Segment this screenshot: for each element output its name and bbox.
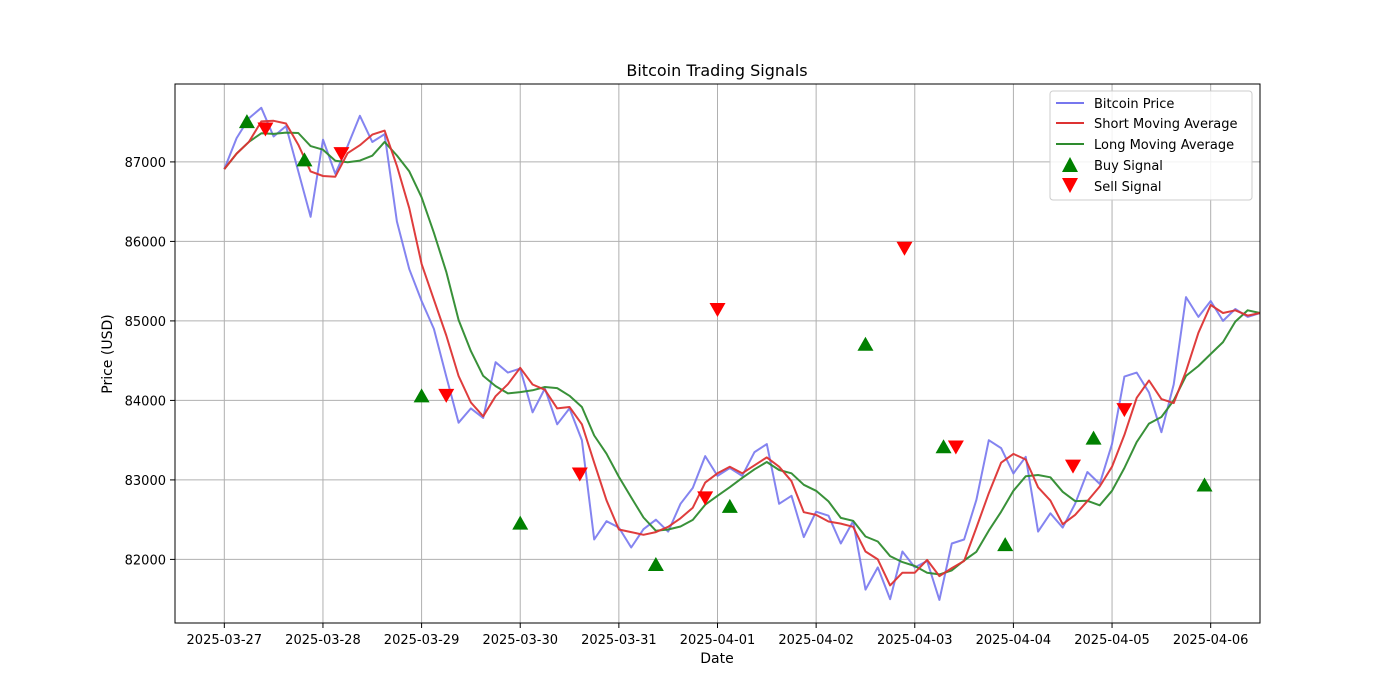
legend-buy-icon [1062, 157, 1078, 172]
y-tick-label: 86000 [125, 235, 166, 250]
y-axis-title: Price (USD) [100, 314, 116, 393]
sell-signal-marker [257, 122, 274, 137]
legend-label-sell: Sell Signal [1094, 180, 1162, 195]
y-tick-label: 87000 [125, 156, 166, 171]
sell-signal-marker [709, 302, 726, 317]
x-tick-label: 2025-04-02 [778, 633, 854, 648]
sell-signal-marker [896, 241, 913, 256]
sell-signal-marker [571, 467, 588, 482]
legend-sell-icon [1062, 178, 1078, 193]
sell-signal-marker [438, 388, 455, 403]
x-tick-label: 2025-03-29 [384, 633, 460, 648]
y-tick-label: 82000 [125, 553, 166, 568]
buy-signal-marker [721, 498, 738, 513]
buy-signal-marker [296, 152, 313, 167]
signal-markers [238, 114, 1213, 571]
buy-signal-marker [413, 388, 430, 403]
buy-signal-marker [997, 537, 1014, 552]
x-tick-label: 2025-03-27 [187, 633, 263, 648]
buy-signal-marker [1085, 430, 1102, 445]
y-tick-label: 83000 [125, 474, 166, 489]
y-axis: 82000 83000 84000 85000 86000 87000 [125, 156, 175, 568]
bitcoin-price-line [223, 106, 1261, 601]
buy-signal-marker [857, 336, 874, 351]
x-tick-label: 2025-04-05 [1074, 633, 1150, 648]
x-tick-label: 2025-04-06 [1173, 633, 1249, 648]
legend-label-long-ma: Long Moving Average [1094, 138, 1234, 153]
x-axis-title: Date [700, 651, 733, 667]
buy-signal-marker [512, 515, 529, 530]
x-tick-label: 2025-03-30 [482, 633, 558, 648]
x-tick-label: 2025-03-31 [581, 633, 657, 648]
legend: Bitcoin Price Short Moving Average Long … [1049, 90, 1253, 201]
legend-label-short-ma: Short Moving Average [1094, 117, 1238, 132]
y-tick-label: 84000 [125, 394, 166, 409]
x-tick-label: 2025-04-01 [680, 633, 756, 648]
buy-signal-marker [935, 439, 952, 454]
y-tick-label: 85000 [125, 315, 166, 330]
buy-signal-marker [1196, 477, 1213, 492]
x-tick-label: 2025-03-28 [285, 633, 361, 648]
short-moving-average-line [223, 119, 1261, 587]
sell-signal-marker [947, 440, 964, 455]
chart-title: Bitcoin Trading Signals [626, 61, 807, 80]
sell-signal-marker [333, 147, 350, 162]
series-lines [223, 106, 1261, 601]
sell-signal-marker [1065, 459, 1082, 474]
x-axis: 2025-03-27 2025-03-28 2025-03-29 2025-03-30… [187, 623, 1249, 648]
buy-signal-marker [238, 114, 255, 129]
x-tick-label: 2025-04-03 [877, 633, 953, 648]
x-tick-label: 2025-04-04 [976, 633, 1052, 648]
legend-label-buy: Buy Signal [1094, 159, 1163, 174]
sell-signal-marker [697, 491, 714, 506]
sell-signal-marker [1116, 403, 1133, 418]
legend-box [1049, 90, 1253, 201]
buy-signal-marker [647, 556, 664, 571]
legend-label-price: Bitcoin Price [1094, 97, 1174, 112]
